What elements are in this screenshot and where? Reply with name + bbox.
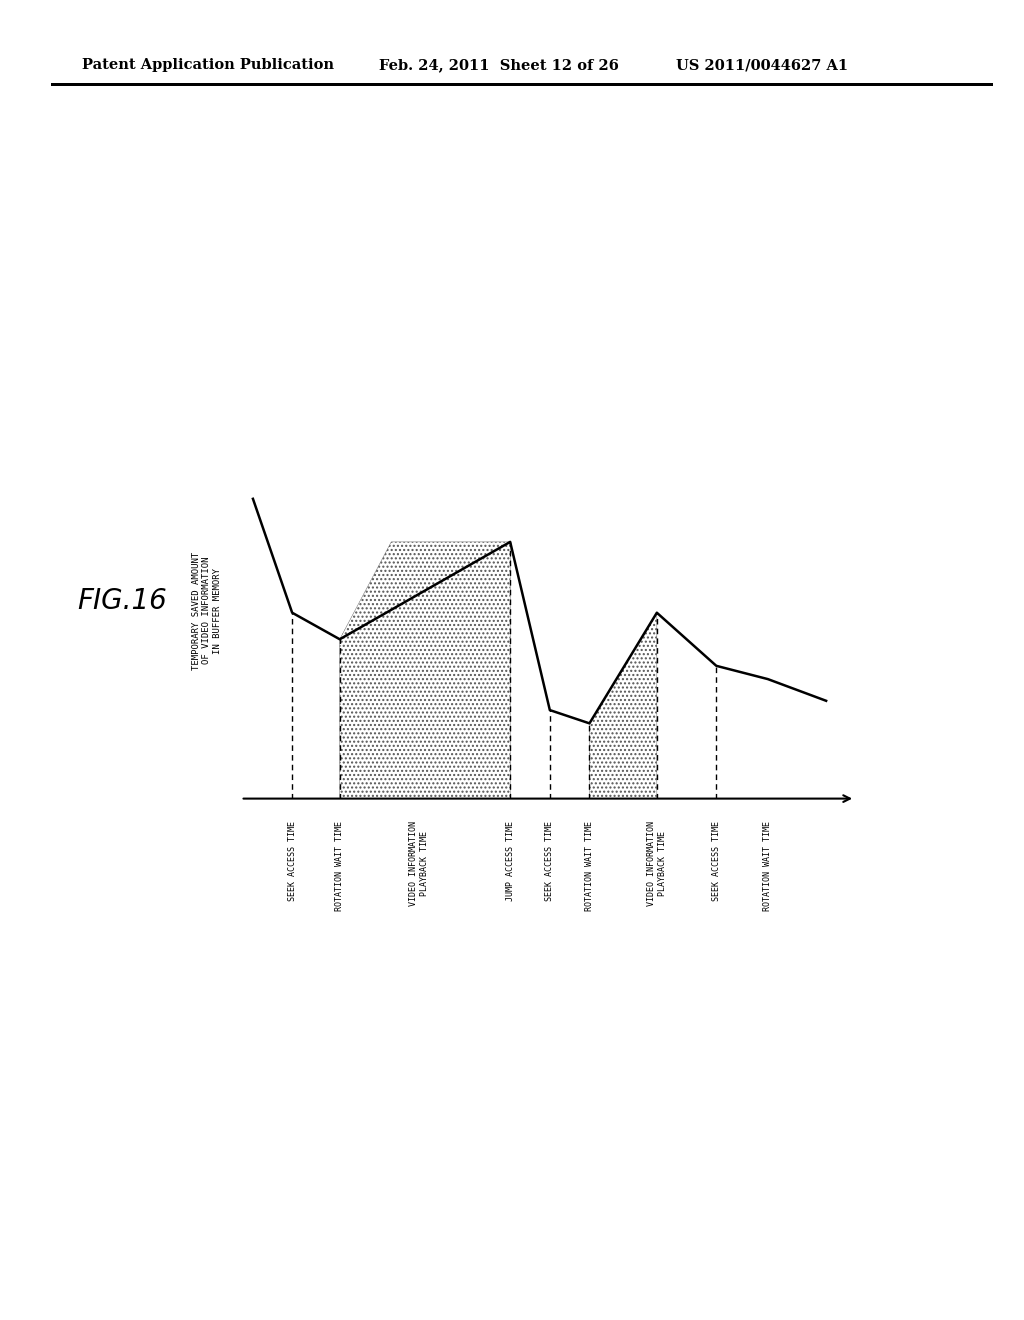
Text: US 2011/0044627 A1: US 2011/0044627 A1: [676, 58, 848, 73]
Text: SEEK ACCESS TIME: SEEK ACCESS TIME: [712, 821, 721, 902]
Polygon shape: [340, 543, 510, 799]
Text: ROTATION WAIT TIME: ROTATION WAIT TIME: [763, 821, 772, 911]
Text: JUMP ACCESS TIME: JUMP ACCESS TIME: [506, 821, 515, 902]
Text: VIDEO INFORMATION
PLAYBACK TIME: VIDEO INFORMATION PLAYBACK TIME: [410, 821, 429, 906]
Text: ROTATION WAIT TIME: ROTATION WAIT TIME: [585, 821, 594, 911]
Text: VIDEO INFORMATION
PLAYBACK TIME: VIDEO INFORMATION PLAYBACK TIME: [647, 821, 667, 906]
Polygon shape: [590, 612, 656, 799]
Text: ROTATION WAIT TIME: ROTATION WAIT TIME: [335, 821, 344, 911]
Text: Patent Application Publication: Patent Application Publication: [82, 58, 334, 73]
Text: SEEK ACCESS TIME: SEEK ACCESS TIME: [288, 821, 297, 902]
Text: Feb. 24, 2011  Sheet 12 of 26: Feb. 24, 2011 Sheet 12 of 26: [379, 58, 618, 73]
Text: TEMPORARY SAVED AMOUNT
OF VIDEO INFORMATION
IN BUFFER MEMORY: TEMPORARY SAVED AMOUNT OF VIDEO INFORMAT…: [191, 552, 222, 669]
Text: FIG.16: FIG.16: [77, 586, 167, 615]
Text: SEEK ACCESS TIME: SEEK ACCESS TIME: [546, 821, 554, 902]
